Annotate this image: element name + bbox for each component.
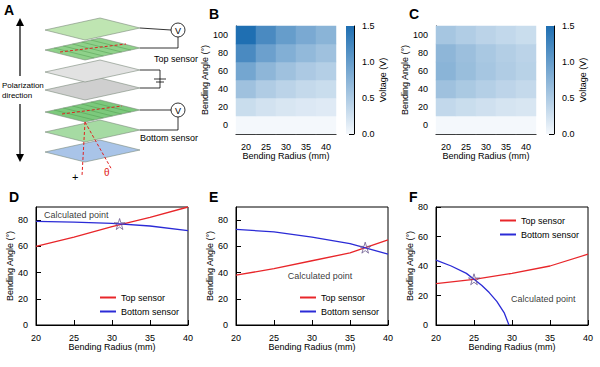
svg-text:0: 0 bbox=[23, 320, 28, 330]
svg-text:60: 60 bbox=[418, 66, 428, 76]
svg-text:80: 80 bbox=[18, 215, 28, 225]
svg-text:Top sensor: Top sensor bbox=[521, 216, 565, 226]
svg-text:20: 20 bbox=[231, 333, 241, 343]
svg-text:35: 35 bbox=[301, 142, 311, 152]
svg-text:1.5: 1.5 bbox=[562, 21, 575, 31]
svg-text:E: E bbox=[209, 189, 218, 205]
svg-text:Bending Angle (°): Bending Angle (°) bbox=[205, 231, 215, 301]
svg-text:20: 20 bbox=[18, 294, 28, 304]
svg-text:40: 40 bbox=[321, 142, 331, 152]
svg-text:Bottom sensor: Bottom sensor bbox=[121, 307, 179, 317]
svg-text:Top sensor: Top sensor bbox=[321, 293, 365, 303]
svg-text:+: + bbox=[72, 171, 78, 183]
svg-text:Top sensor: Top sensor bbox=[154, 54, 198, 64]
svg-text:0: 0 bbox=[423, 120, 428, 130]
svg-text:20: 20 bbox=[218, 102, 228, 112]
svg-text:20: 20 bbox=[31, 333, 41, 343]
svg-text:40: 40 bbox=[418, 84, 428, 94]
svg-text:40: 40 bbox=[183, 333, 193, 343]
svg-text:Polarizationdirection: Polarizationdirection bbox=[2, 81, 44, 100]
svg-text:1.0: 1.0 bbox=[562, 57, 575, 67]
svg-text:80: 80 bbox=[418, 48, 428, 58]
svg-text:30: 30 bbox=[307, 333, 317, 343]
svg-text:Bottom sensor: Bottom sensor bbox=[321, 307, 379, 317]
svg-text:30: 30 bbox=[107, 333, 117, 343]
svg-text:1.5: 1.5 bbox=[362, 21, 375, 31]
svg-text:20: 20 bbox=[241, 142, 251, 152]
svg-text:0.5: 0.5 bbox=[362, 93, 375, 103]
svg-text:40: 40 bbox=[418, 261, 428, 271]
svg-text:Bending Radius (mm): Bending Radius (mm) bbox=[442, 151, 529, 161]
svg-text:Bending Radius (mm): Bending Radius (mm) bbox=[468, 342, 555, 352]
svg-text:0.0: 0.0 bbox=[362, 129, 375, 139]
svg-text:0.0: 0.0 bbox=[562, 129, 575, 139]
svg-text:40: 40 bbox=[583, 333, 593, 343]
svg-text:20: 20 bbox=[418, 102, 428, 112]
svg-text:25: 25 bbox=[469, 333, 479, 343]
svg-text:Bending Radius (mm): Bending Radius (mm) bbox=[242, 151, 329, 161]
svg-text:20: 20 bbox=[441, 142, 451, 152]
svg-text:20: 20 bbox=[431, 333, 441, 343]
svg-text:C: C bbox=[409, 6, 419, 22]
svg-text:80: 80 bbox=[218, 215, 228, 225]
svg-text:25: 25 bbox=[269, 333, 279, 343]
svg-text:35: 35 bbox=[345, 333, 355, 343]
svg-text:1.0: 1.0 bbox=[362, 57, 375, 67]
svg-text:25: 25 bbox=[69, 333, 79, 343]
svg-text:20: 20 bbox=[418, 291, 428, 301]
svg-text:B: B bbox=[209, 6, 219, 22]
svg-text:Bending Angle (°): Bending Angle (°) bbox=[405, 231, 415, 301]
svg-text:100: 100 bbox=[213, 30, 228, 40]
svg-text:80: 80 bbox=[418, 202, 428, 212]
svg-text:0: 0 bbox=[223, 320, 228, 330]
svg-text:40: 40 bbox=[18, 268, 28, 278]
svg-text:Calculated point: Calculated point bbox=[288, 271, 353, 281]
svg-text:F: F bbox=[409, 189, 418, 205]
svg-text:Bending Radius (mm): Bending Radius (mm) bbox=[68, 342, 155, 352]
svg-text:Voltage (V): Voltage (V) bbox=[378, 58, 388, 103]
svg-text:80: 80 bbox=[218, 48, 228, 58]
svg-text:35: 35 bbox=[501, 142, 511, 152]
svg-text:40: 40 bbox=[521, 142, 531, 152]
svg-text:0: 0 bbox=[223, 120, 228, 130]
svg-text:Calculated point: Calculated point bbox=[511, 294, 576, 304]
svg-text:30: 30 bbox=[481, 142, 491, 152]
svg-text:Bending Angle (°): Bending Angle (°) bbox=[400, 45, 410, 115]
svg-text:40: 40 bbox=[218, 84, 228, 94]
svg-text:30: 30 bbox=[507, 333, 517, 343]
svg-text:Bottom sensor: Bottom sensor bbox=[140, 133, 198, 143]
svg-text:Voltage (V): Voltage (V) bbox=[578, 58, 588, 103]
svg-text:D: D bbox=[9, 189, 19, 205]
svg-text:A: A bbox=[4, 2, 14, 18]
svg-text:θ: θ bbox=[104, 167, 110, 178]
svg-text:25: 25 bbox=[261, 142, 271, 152]
svg-text:40: 40 bbox=[218, 268, 228, 278]
svg-text:Bottom sensor: Bottom sensor bbox=[521, 230, 579, 240]
svg-text:35: 35 bbox=[145, 333, 155, 343]
svg-text:Bending Angle (°): Bending Angle (°) bbox=[200, 45, 210, 115]
svg-text:V: V bbox=[175, 106, 181, 116]
svg-text:40: 40 bbox=[383, 333, 393, 343]
svg-text:Calculated point: Calculated point bbox=[44, 210, 109, 220]
svg-text:Top sensor: Top sensor bbox=[121, 293, 165, 303]
svg-text:0.5: 0.5 bbox=[562, 93, 575, 103]
svg-text:0: 0 bbox=[423, 320, 428, 330]
svg-text:60: 60 bbox=[218, 66, 228, 76]
svg-text:25: 25 bbox=[461, 142, 471, 152]
svg-text:V: V bbox=[175, 26, 181, 36]
svg-text:30: 30 bbox=[281, 142, 291, 152]
svg-text:60: 60 bbox=[218, 241, 228, 251]
svg-text:60: 60 bbox=[418, 232, 428, 242]
svg-text:100: 100 bbox=[413, 30, 428, 40]
svg-text:Bending Radius (mm): Bending Radius (mm) bbox=[268, 342, 355, 352]
svg-text:35: 35 bbox=[545, 333, 555, 343]
svg-text:60: 60 bbox=[18, 241, 28, 251]
svg-text:20: 20 bbox=[218, 294, 228, 304]
svg-text:Bending Angle (°): Bending Angle (°) bbox=[5, 231, 15, 301]
